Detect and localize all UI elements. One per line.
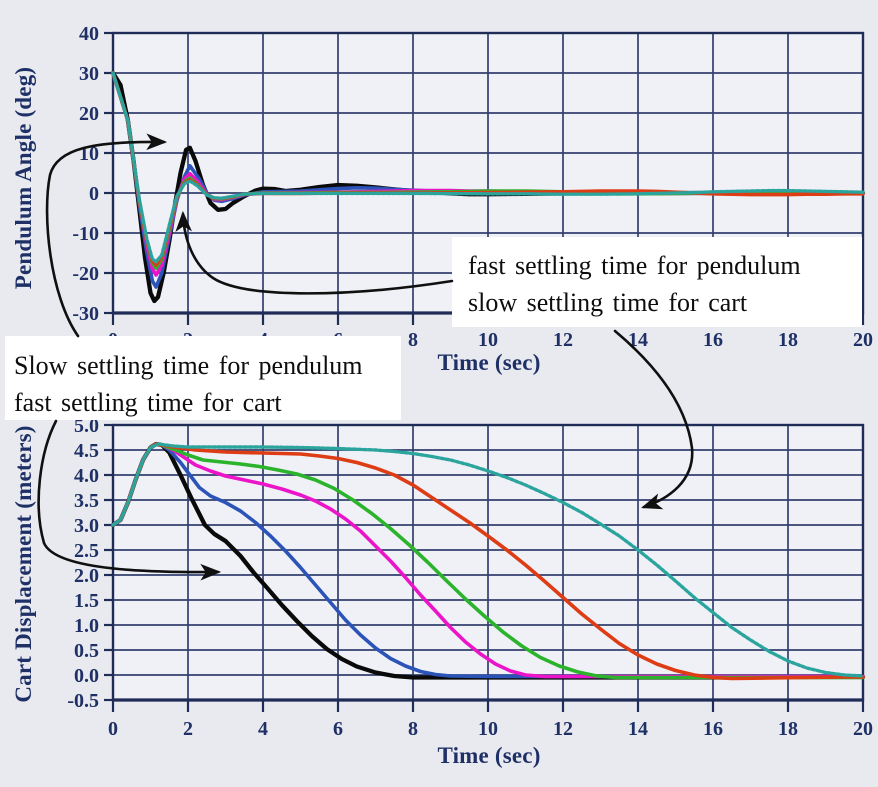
pendulum-x-axis-title: Time (sec): [437, 350, 541, 375]
y-tick-label: 0: [89, 183, 99, 205]
y-tick-label: 40: [79, 23, 99, 45]
y-tick-label: -30: [72, 303, 99, 325]
y-tick-label: 4.5: [74, 440, 99, 462]
annotation-line: fast settling time for pendulum: [468, 251, 801, 280]
x-tick-label: 4: [258, 718, 268, 740]
annotation-line: Slow settling time for pendulum: [14, 351, 363, 380]
x-tick-label: 0: [108, 718, 118, 740]
cart-x-axis-title: Time (sec): [437, 743, 541, 768]
y-tick-label: 3.0: [74, 515, 99, 537]
x-tick-label: 16: [703, 329, 723, 351]
y-tick-label: 0.0: [74, 665, 99, 687]
x-tick-label: 12: [553, 329, 573, 351]
annotation-line: fast settling time for cart: [14, 388, 282, 417]
y-tick-label: -10: [72, 223, 99, 245]
y-tick-label: 10: [79, 143, 99, 165]
x-tick-label: 2: [183, 718, 193, 740]
annotation-slow-pendulum-fast-cart: Slow settling time for pendulum fast set…: [5, 336, 401, 420]
x-tick-label: 12: [553, 718, 573, 740]
x-tick-label: 20: [853, 718, 873, 740]
y-tick-label: 3.5: [74, 490, 99, 512]
annotation-line: slow settling time for cart: [468, 288, 748, 317]
y-tick-label: 0.5: [74, 640, 99, 662]
cart-displacement-plot: 5.04.54.03.53.02.52.01.51.00.50.0-0.50 2 4…: [67, 415, 873, 740]
annotation-fast-pendulum-slow-cart: fast settling time for pendulum slow set…: [452, 237, 862, 327]
x-tick-label: 18: [778, 329, 798, 351]
x-tick-label: 10: [478, 329, 498, 351]
y-tick-label: -0.5: [67, 690, 99, 712]
pendulum-y-axis-title: Pendulum Angle (deg): [11, 66, 36, 290]
x-tick-label: 6: [333, 718, 343, 740]
y-tick-label: 4.0: [74, 465, 99, 487]
x-tick-label: 10: [478, 718, 498, 740]
x-tick-label: 20: [853, 329, 873, 351]
x-tick-label: 8: [408, 718, 418, 740]
x-tick-label: 14: [628, 329, 648, 351]
y-tick-label: 2.0: [74, 565, 99, 587]
y-tick-label: -20: [72, 263, 99, 285]
y-tick-label: 30: [79, 63, 99, 85]
cart-y-axis-title: Cart Displacement (meters): [11, 425, 36, 703]
x-tick-label: 14: [628, 718, 648, 740]
x-tick-label: 16: [703, 718, 723, 740]
y-tick-label: 20: [79, 103, 99, 125]
y-tick-label: 1.5: [74, 590, 99, 612]
y-tick-label: 2.5: [74, 540, 99, 562]
x-tick-label: 18: [778, 718, 798, 740]
x-tick-label: 8: [408, 329, 418, 351]
y-tick-label: 1.0: [74, 615, 99, 637]
